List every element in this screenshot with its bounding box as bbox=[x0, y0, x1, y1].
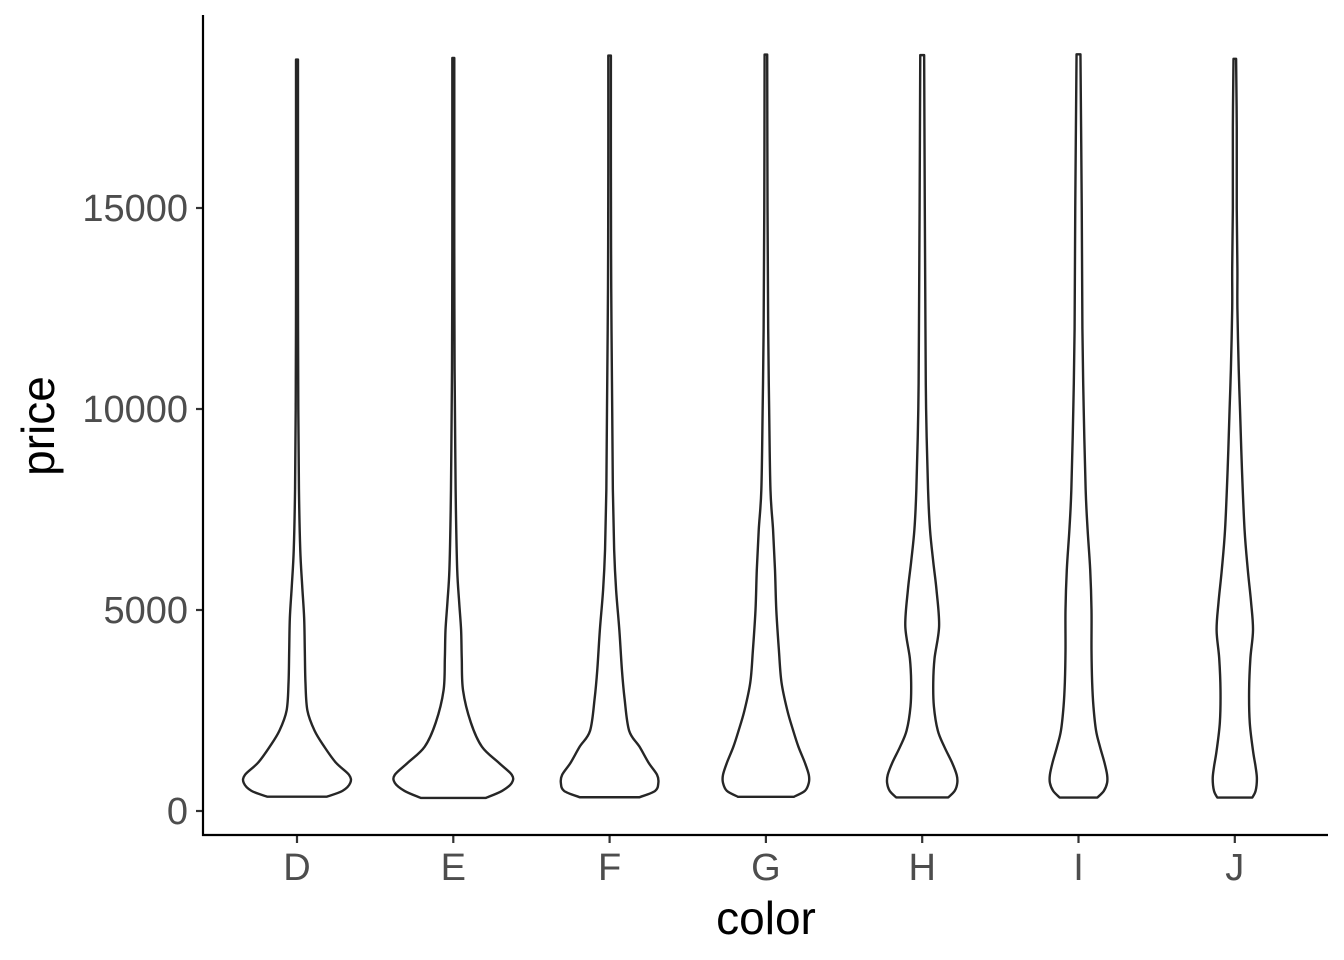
x-tick-label: E bbox=[441, 847, 466, 889]
y-axis-title: price bbox=[12, 376, 64, 476]
violin-h bbox=[885, 53, 959, 799]
x-axis-ticks: D E F G H I J bbox=[283, 835, 1244, 889]
y-tick-label: 15000 bbox=[82, 188, 188, 230]
x-tick-label: I bbox=[1073, 847, 1084, 889]
violin-e bbox=[392, 56, 515, 800]
violin-j bbox=[1211, 57, 1259, 799]
x-tick-label: J bbox=[1225, 847, 1244, 889]
y-tick-label: 0 bbox=[167, 791, 188, 833]
violin-d bbox=[241, 58, 353, 798]
x-tick-label: H bbox=[908, 847, 935, 889]
violin-i bbox=[1048, 53, 1109, 799]
violin-g bbox=[721, 53, 811, 798]
x-tick-label: D bbox=[283, 847, 310, 889]
y-axis-ticks: 0 5000 10000 15000 bbox=[82, 188, 203, 833]
y-tick-label: 5000 bbox=[103, 590, 188, 632]
violin-f bbox=[559, 54, 660, 799]
violins-layer bbox=[241, 53, 1259, 800]
x-axis-title: color bbox=[716, 892, 816, 944]
x-tick-label: F bbox=[598, 847, 621, 889]
x-tick-label: G bbox=[751, 847, 781, 889]
y-tick-label: 10000 bbox=[82, 389, 188, 431]
